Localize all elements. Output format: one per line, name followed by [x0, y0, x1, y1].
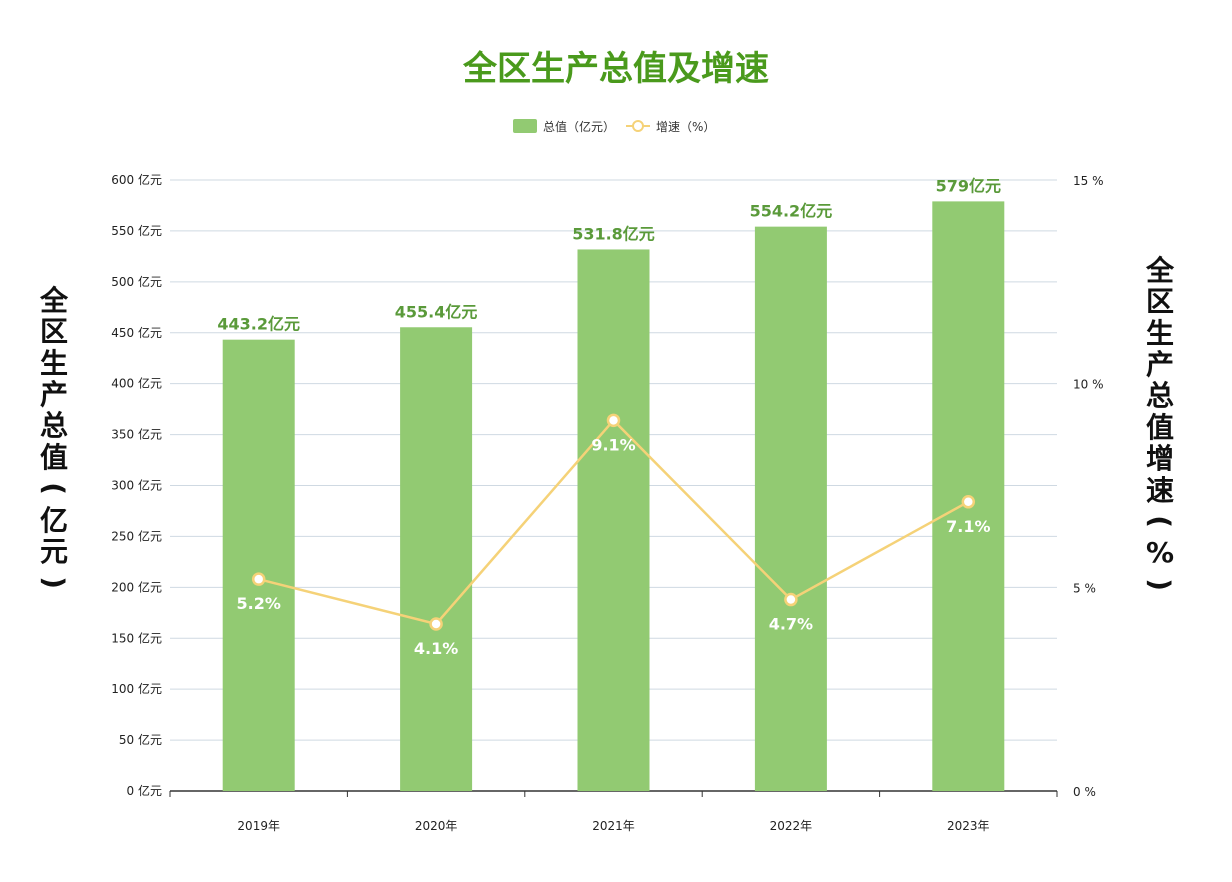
x-tick-label: 2019年	[237, 819, 280, 833]
y-left-tick-label: 150 亿元	[111, 630, 162, 645]
y-right-tick-label: 5 %	[1073, 581, 1096, 595]
y-left-tick-label: 550 亿元	[111, 223, 162, 238]
y-left-tick-label: 450 亿元	[111, 325, 162, 340]
y-right-axis-label: 全区生产总值增速(%)	[1143, 254, 1177, 591]
line-point	[251, 572, 266, 586]
bar-data-label: 579亿元	[936, 176, 1001, 195]
line-data-label: 4.1%	[414, 639, 458, 658]
bar-data-label: 443.2亿元	[217, 315, 300, 334]
y-right-tick-label: 10 %	[1073, 378, 1104, 392]
line-data-label: 4.7%	[769, 615, 813, 634]
line-data-label: 5.2%	[237, 594, 281, 613]
legend-swatch-marker	[632, 120, 644, 132]
chart-title: 全区生产总值及增速	[462, 49, 769, 89]
line-data-label: 7.1%	[946, 517, 990, 536]
y-left-tick-label: 100 亿元	[111, 681, 162, 696]
bar-data-label: 531.8亿元	[572, 224, 655, 243]
y-left-tick-label: 200 亿元	[111, 579, 162, 594]
x-tick-label: 2021年	[592, 819, 635, 833]
bar-data-label: 455.4亿元	[395, 302, 478, 321]
bar	[400, 327, 473, 791]
line-point	[961, 495, 976, 509]
line-point	[606, 413, 621, 428]
legend-swatch-bar	[513, 119, 537, 133]
x-tick-label: 2022年	[770, 819, 813, 833]
bar	[222, 339, 295, 791]
bar-data-label: 554.2亿元	[750, 202, 833, 221]
y-left-tick-label: 600 亿元	[111, 172, 162, 187]
y-left-tick-label: 50 亿元	[119, 732, 162, 747]
x-tick-label: 2023年	[947, 819, 990, 833]
y-left-tick-label: 0 亿元	[127, 783, 162, 798]
y-left-tick-label: 300 亿元	[111, 478, 162, 493]
y-right-tick-label: 0 %	[1073, 785, 1096, 799]
x-tick-label: 2020年	[415, 819, 458, 833]
line-point	[429, 617, 443, 631]
y-left-tick-label: 400 亿元	[111, 376, 162, 391]
legend-label-line: 增速（%）	[656, 120, 715, 134]
line-data-label: 9.1%	[591, 435, 635, 454]
y-right-tick-label: 15 %	[1073, 174, 1104, 188]
y-left-axis-label: 全区生产总值(亿元)	[37, 284, 71, 590]
y-left-tick-label: 500 亿元	[111, 274, 162, 289]
y-left-tick-label: 350 亿元	[111, 427, 162, 442]
line-point	[784, 592, 798, 607]
legend-label-bar: 总值（亿元）	[543, 119, 615, 134]
bar	[577, 249, 650, 792]
bar	[754, 226, 827, 792]
y-left-tick-label: 250 亿元	[111, 528, 162, 543]
